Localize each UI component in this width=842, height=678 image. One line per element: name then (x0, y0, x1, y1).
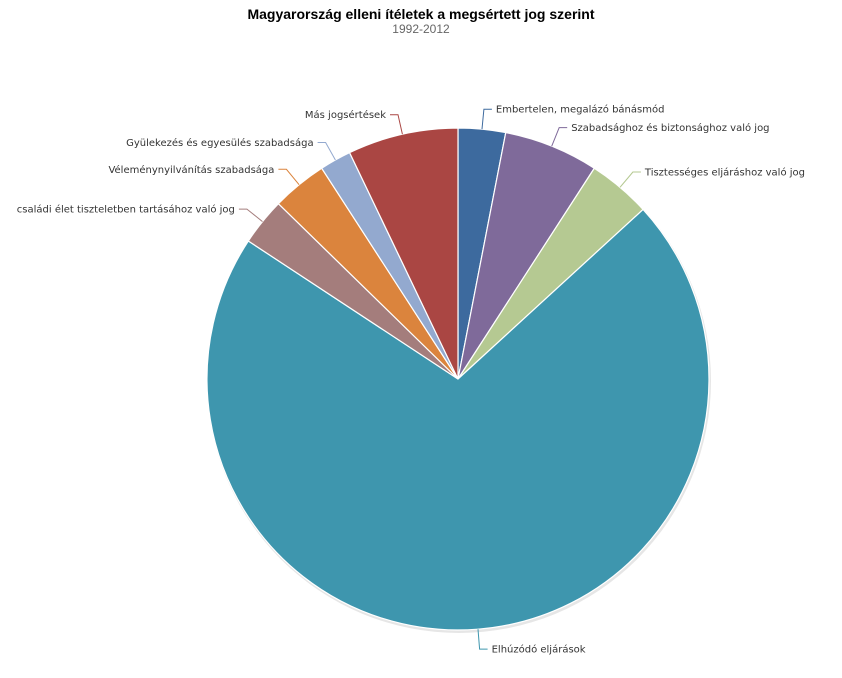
label-connector-3 (477, 629, 488, 650)
label-connector-0 (481, 108, 492, 130)
chart-title: Magyarország elleni ítéletek a megsértet… (247, 6, 595, 22)
label-connector-5 (278, 168, 300, 186)
slice-label-1: Szabadsághoz és biztonsághoz való jog (571, 122, 769, 134)
slice-label-2: Tisztességes eljáráshoz való jog (644, 167, 805, 179)
label-connector-4 (238, 208, 263, 222)
slice-label-6: Gyülekezés és egyesülés szabadsága (126, 137, 314, 149)
slice-label-4: családi élet tiszteletben tartásához val… (17, 204, 235, 216)
label-connector-1 (551, 127, 568, 147)
slice-label-7: Más jogsértések (305, 109, 386, 121)
slice-label-0: Embertelen, megalázó bánásmód (496, 104, 665, 116)
pie-slice-3[interactable] (206, 208, 710, 631)
label-connector-2 (619, 171, 641, 188)
label-connectors (238, 108, 641, 650)
slice-labels: Embertelen, megalázó bánásmód Szabadságho… (17, 104, 805, 656)
label-connector-6 (317, 142, 336, 161)
label-connector-7 (390, 114, 403, 135)
pie-slice-7[interactable] (348, 127, 459, 380)
pie-slices (206, 127, 711, 633)
slice-label-5: Véleménynyilvánítás szabadsága (108, 164, 274, 176)
slice-label-3: Elhúzódó eljárások (492, 644, 586, 656)
chart-subtitle: 1992-2012 (392, 22, 450, 36)
